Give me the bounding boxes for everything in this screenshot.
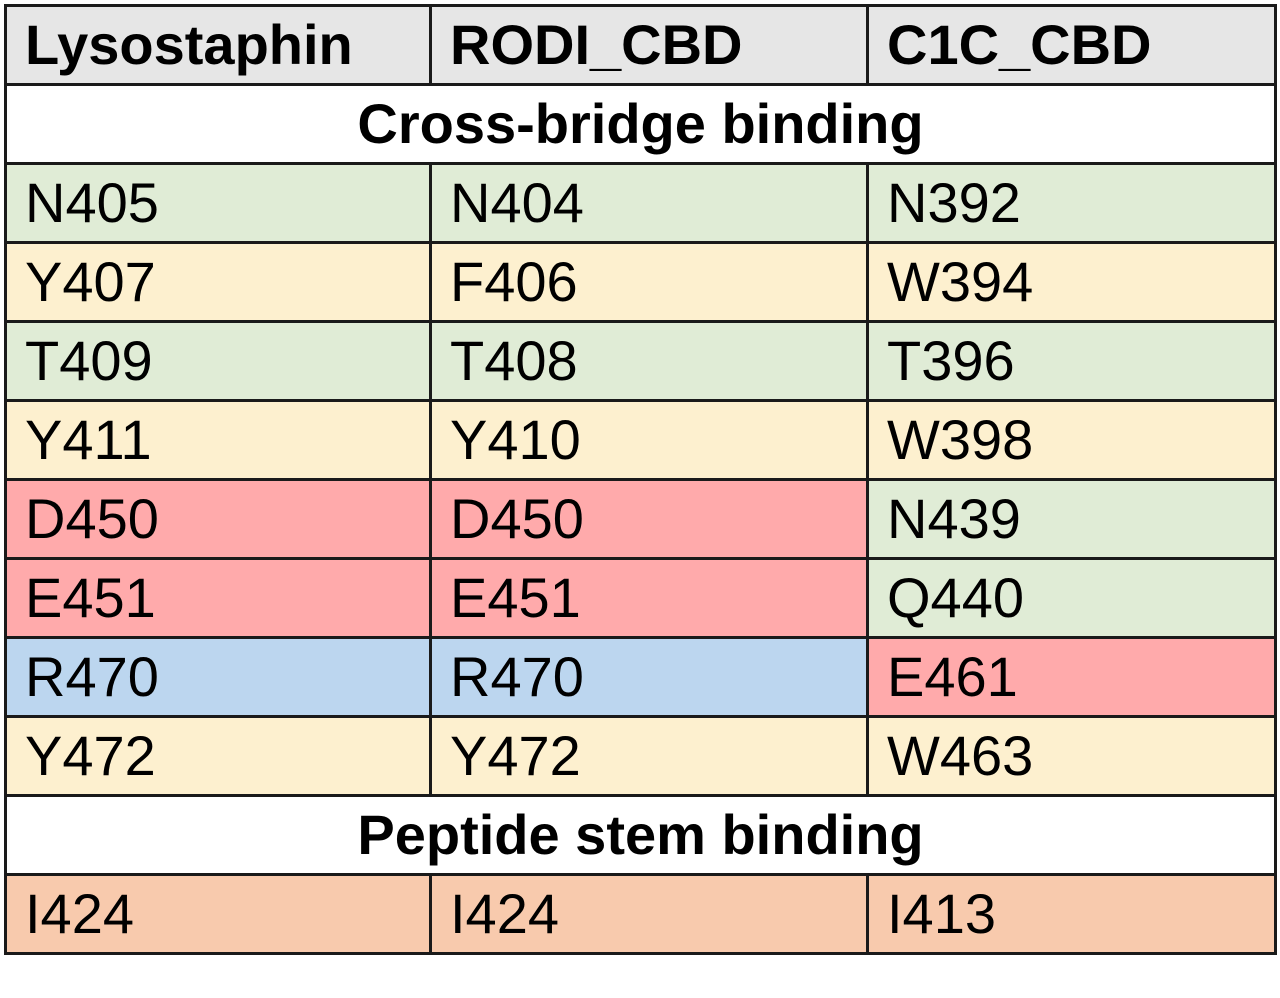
table-cell: Y407 bbox=[4, 241, 432, 323]
table-cell: R470 bbox=[429, 636, 869, 718]
table-cell: E461 bbox=[866, 636, 1277, 718]
table-row: I424 I424 I413 bbox=[4, 873, 1277, 955]
table-cell: E451 bbox=[429, 557, 869, 639]
table-cell: R470 bbox=[4, 636, 432, 718]
table-cell: T396 bbox=[866, 320, 1277, 402]
residue-comparison-table: Lysostaphin RODI_CBD C1C_CBD Cross-bridg… bbox=[4, 4, 1277, 955]
table-cell: F406 bbox=[429, 241, 869, 323]
table-row: Y411 Y410 W398 bbox=[4, 399, 1277, 481]
table-cell: Q440 bbox=[866, 557, 1277, 639]
header-c1c-cbd: C1C_CBD bbox=[866, 4, 1277, 86]
table-cell: Y472 bbox=[429, 715, 869, 797]
table-cell: I424 bbox=[4, 873, 432, 955]
table-cell: I424 bbox=[429, 873, 869, 955]
table-row: Y407 F406 W394 bbox=[4, 241, 1277, 323]
table-row: E451 E451 Q440 bbox=[4, 557, 1277, 639]
table-cell: Y411 bbox=[4, 399, 432, 481]
table-cell: T408 bbox=[429, 320, 869, 402]
table-cell: N405 bbox=[4, 162, 432, 244]
table-row: Y472 Y472 W463 bbox=[4, 715, 1277, 797]
table-cell: D450 bbox=[4, 478, 432, 560]
table-cell: W394 bbox=[866, 241, 1277, 323]
header-row: Lysostaphin RODI_CBD C1C_CBD bbox=[4, 4, 1277, 86]
section-row: Peptide stem binding bbox=[4, 794, 1277, 876]
table-row: N405 N404 N392 bbox=[4, 162, 1277, 244]
table-cell: Y410 bbox=[429, 399, 869, 481]
section-title-peptide-stem: Peptide stem binding bbox=[4, 794, 1277, 876]
table-cell: W463 bbox=[866, 715, 1277, 797]
table-cell: I413 bbox=[866, 873, 1277, 955]
table-cell: N439 bbox=[866, 478, 1277, 560]
table-cell: D450 bbox=[429, 478, 869, 560]
section-row: Cross-bridge binding bbox=[4, 83, 1277, 165]
header-rodi-cbd: RODI_CBD bbox=[429, 4, 869, 86]
table-row: R470 R470 E461 bbox=[4, 636, 1277, 718]
section-title-cross-bridge: Cross-bridge binding bbox=[4, 83, 1277, 165]
table-cell: N392 bbox=[866, 162, 1277, 244]
table-cell: E451 bbox=[4, 557, 432, 639]
table-cell: Y472 bbox=[4, 715, 432, 797]
table-cell: W398 bbox=[866, 399, 1277, 481]
table-cell: T409 bbox=[4, 320, 432, 402]
header-lysostaphin: Lysostaphin bbox=[4, 4, 432, 86]
table-row: T409 T408 T396 bbox=[4, 320, 1277, 402]
table-row: D450 D450 N439 bbox=[4, 478, 1277, 560]
table-cell: N404 bbox=[429, 162, 869, 244]
